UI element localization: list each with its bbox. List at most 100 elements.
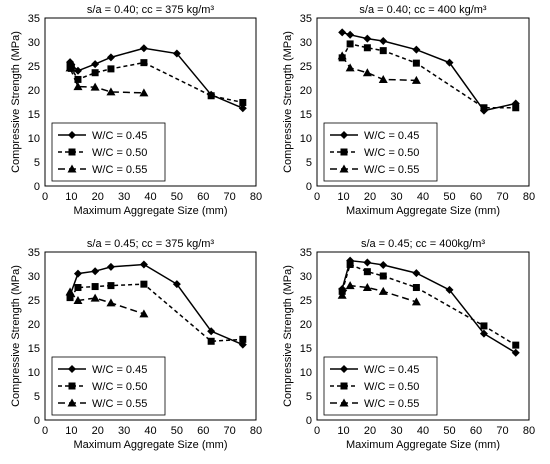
x-tick-label: 20 [364,191,376,203]
series-line [69,263,244,346]
data-point [379,272,387,280]
data-point [480,104,488,112]
data-point [207,92,215,100]
legend-marker [68,365,76,373]
data-point [73,82,83,91]
series-1 [66,260,247,349]
series-line [69,61,243,104]
data-point [139,309,149,318]
chart-panel-3: s/a = 0.45; cc = 375 kg/m³0 10 20 30 40 50 60 7… [10,238,262,451]
y-tick-label: 10 [300,133,312,145]
data-point [378,286,388,295]
y-tick-label: 30 [300,271,312,283]
data-point [362,283,372,292]
x-tick-label: 80 [523,425,535,437]
legend: W/C = 0.45 W/C = 0.50 W/C = 0.55 [51,122,166,182]
x-tick-label: 40 [417,425,429,437]
data-point [345,281,355,290]
legend-label: W/C = 0.45 [364,364,419,376]
data-point [91,69,99,77]
data-point [378,74,388,83]
legend-marker [339,398,349,407]
data-point [91,283,99,291]
data-point [363,34,372,43]
y-tick-label: 5 [34,157,40,169]
y-tick-label: 35 [300,13,312,25]
x-tick-label: 30 [390,425,402,437]
data-point [337,51,347,60]
data-point [172,49,181,58]
data-point [106,298,116,307]
legend-marker [68,382,76,390]
x-tick-label: 80 [250,191,262,203]
data-point [379,47,387,55]
data-point [140,59,148,67]
data-point [411,75,421,84]
y-tick-label: 10 [28,133,40,145]
x-tick-label: 0 [314,191,320,203]
legend-label: W/C = 0.55 [364,398,419,410]
data-point [90,82,100,91]
data-point [65,287,75,296]
x-tick-label: 10 [337,425,349,437]
x-tick-label: 20 [92,191,104,203]
x-tick-label: 0 [42,425,48,437]
data-point [140,280,148,288]
series-3 [337,281,421,306]
data-point [73,295,83,304]
data-point [480,322,488,330]
data-point [345,63,355,72]
x-tick-label: 70 [224,425,236,437]
data-point [346,40,354,48]
y-tick-label: 0 [34,415,40,427]
data-point [479,329,488,338]
legend-label: W/C = 0.55 [92,398,147,410]
y-tick-label: 5 [34,391,40,403]
series-1 [66,44,247,113]
legend-label: W/C = 0.50 [92,147,147,159]
x-tick-label: 30 [118,191,130,203]
y-tick-label: 25 [28,295,40,307]
y-axis-label: Compressive Strength (MPa) [282,265,294,407]
data-point [379,37,388,46]
x-tick-label: 50 [443,425,455,437]
legend-label: W/C = 0.45 [364,130,419,142]
chart-title: s/a = 0.40; cc = 375 kg/m³ [87,4,215,16]
data-point [106,87,116,96]
y-tick-label: 20 [300,85,312,97]
x-tick-label: 70 [496,191,508,203]
data-point [363,44,371,52]
y-tick-label: 30 [300,37,312,49]
data-point [90,293,100,302]
legend: W/C = 0.45 W/C = 0.50 W/C = 0.55 [51,356,166,416]
legend: W/C = 0.45 W/C = 0.50 W/C = 0.55 [323,122,438,182]
legend-marker [68,131,76,139]
y-tick-label: 5 [306,157,312,169]
x-tick-label: 80 [250,425,262,437]
data-point [74,75,82,83]
data-point [412,45,421,54]
y-tick-label: 35 [28,247,40,259]
legend-marker [68,148,76,156]
data-point [107,282,115,290]
y-tick-label: 20 [300,319,312,331]
data-point [106,53,115,62]
plot-frame [44,17,257,187]
x-tick-label: 70 [224,191,236,203]
data-point [337,290,347,299]
data-point [346,260,354,268]
series-line [341,55,417,82]
y-tick-label: 0 [34,181,40,193]
data-point [91,60,100,69]
x-tick-label: 60 [197,425,209,437]
x-tick-label: 10 [65,191,77,203]
x-tick-label: 10 [65,425,77,437]
y-tick-label: 5 [306,391,312,403]
series-line [69,47,244,109]
data-point [73,269,82,278]
x-tick-label: 40 [417,191,429,203]
x-tick-label: 20 [92,425,104,437]
legend-label: W/C = 0.50 [364,147,419,159]
series-3 [65,287,149,318]
data-point [238,104,247,113]
